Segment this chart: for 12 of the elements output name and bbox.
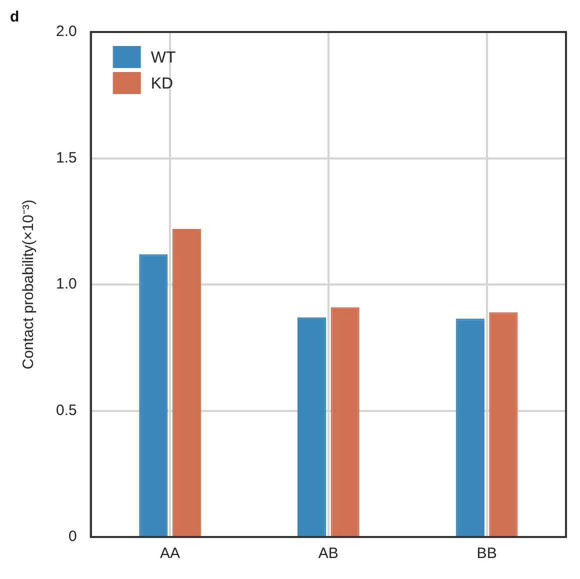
x-tick-label: BB: [476, 545, 497, 562]
x-tick-label: AB: [318, 545, 338, 562]
text: d: [10, 8, 20, 26]
x-tick-label: AA: [160, 545, 180, 562]
legend-label: WT: [150, 49, 176, 66]
y-axis-title: Contact probability(×10⁻³): [20, 200, 38, 370]
y-tick-label: 0.5: [56, 402, 77, 419]
legend-label: KD: [150, 75, 174, 92]
y-tick-label: 1.5: [56, 149, 77, 166]
y-tick-label: 0: [68, 528, 77, 546]
y-tick-label: 2.0: [56, 23, 77, 40]
y-tick-label: 1.0: [56, 276, 77, 293]
